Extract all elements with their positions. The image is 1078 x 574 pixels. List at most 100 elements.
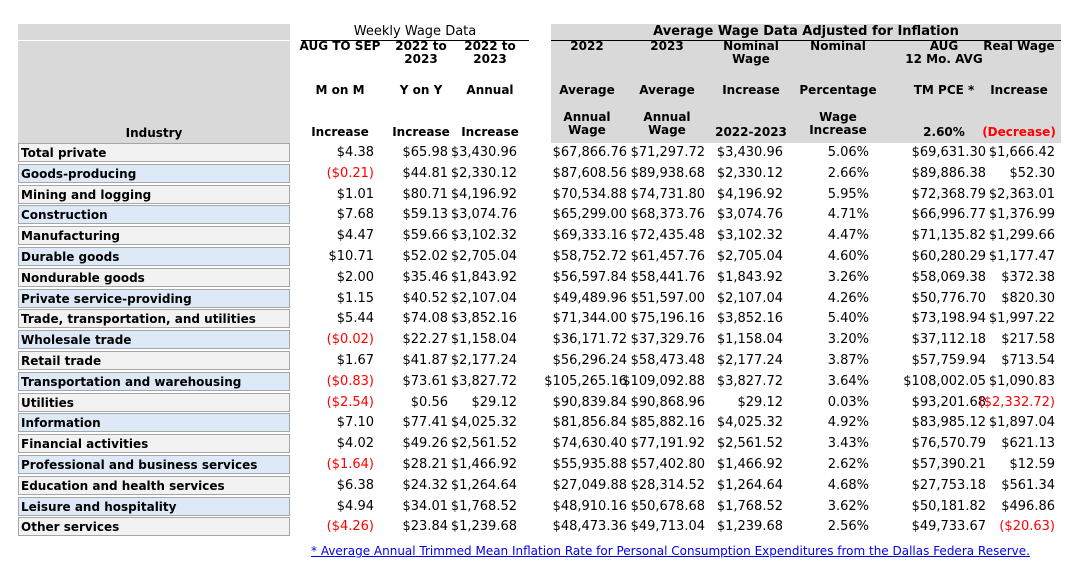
cell-real: $713.54 bbox=[1001, 353, 1055, 368]
column-header-npct-line3: Wage bbox=[819, 110, 857, 124]
industry-row-label: Information bbox=[18, 413, 290, 432]
cell-mom: $1.01 bbox=[336, 187, 374, 202]
cell-yoy: $65.98 bbox=[402, 145, 449, 160]
industry-column-header: Industry bbox=[125, 126, 183, 140]
column-header-ann-line1: 2023 bbox=[473, 52, 507, 66]
cell-npct: 3.26% bbox=[827, 270, 869, 285]
avg-wage-group-title: Average Wage Data Adjusted for Inflation bbox=[551, 24, 1061, 40]
cell-npct: 3.87% bbox=[827, 353, 869, 368]
cell-ann: $1,843.92 bbox=[450, 270, 517, 285]
cell-pce: $27,753.18 bbox=[911, 478, 986, 493]
cell-a23: $109,092.88 bbox=[622, 374, 705, 389]
cell-mom: $1.15 bbox=[336, 291, 374, 306]
cell-ann: $3,852.16 bbox=[450, 311, 517, 326]
cell-mom: ($0.83) bbox=[326, 374, 374, 389]
cell-pce: $71,135.82 bbox=[911, 228, 986, 243]
cell-pce: $69,631.30 bbox=[911, 145, 986, 160]
cell-pce: $73,198.94 bbox=[911, 311, 986, 326]
cell-pce: $57,759.94 bbox=[911, 353, 986, 368]
cell-nwi: $1,768.52 bbox=[716, 499, 783, 514]
column-header-yoy-line2: Y on Y bbox=[399, 83, 443, 97]
cell-nwi: $3,827.72 bbox=[716, 374, 783, 389]
cell-pce: $57,390.21 bbox=[911, 457, 986, 472]
cell-a22: $55,935.88 bbox=[552, 457, 627, 472]
cell-yoy: $59.66 bbox=[402, 228, 449, 243]
cell-real: $1,997.22 bbox=[988, 311, 1055, 326]
cell-pce: $76,570.79 bbox=[911, 436, 986, 451]
cell-a22: $74,630.40 bbox=[552, 436, 627, 451]
cell-ann: $1,158.04 bbox=[450, 332, 517, 347]
column-header-npct-line0: Nominal bbox=[810, 39, 866, 53]
column-header-pce-line0: AUG bbox=[929, 39, 959, 53]
cell-a23: $77,191.92 bbox=[630, 436, 705, 451]
cell-pce: $89,886.38 bbox=[911, 166, 986, 181]
cell-mom: $5.44 bbox=[336, 311, 374, 326]
column-header-pce-line5: 2.60% bbox=[923, 125, 965, 139]
cell-a23: $50,678.68 bbox=[630, 499, 705, 514]
cell-nwi: $1,158.04 bbox=[716, 332, 783, 347]
cell-yoy: $24.32 bbox=[402, 478, 449, 493]
cell-real: $1,299.66 bbox=[988, 228, 1055, 243]
cell-real: $496.86 bbox=[1001, 499, 1055, 514]
cell-pce: $60,280.29 bbox=[911, 249, 986, 264]
cell-ann: $2,561.52 bbox=[450, 436, 517, 451]
cell-mom: ($2.54) bbox=[326, 395, 374, 410]
industry-row-label: Professional and business services bbox=[18, 455, 290, 474]
industry-row-label: Retail trade bbox=[18, 351, 290, 370]
cell-nwi: $2,561.52 bbox=[716, 436, 783, 451]
cell-npct: 4.26% bbox=[827, 291, 869, 306]
cell-mom: $4.47 bbox=[336, 228, 374, 243]
cell-ann: $1,264.64 bbox=[450, 478, 517, 493]
cell-npct: 4.92% bbox=[827, 415, 869, 430]
cell-real: $217.58 bbox=[1001, 332, 1055, 347]
column-header-ann-line2: Annual bbox=[466, 83, 514, 97]
column-header-npct-line4: Increase bbox=[809, 123, 867, 137]
cell-a23: $72,435.48 bbox=[630, 228, 705, 243]
column-header-ann-line5: Increase bbox=[461, 125, 519, 139]
cell-a23: $51,597.00 bbox=[630, 291, 705, 306]
cell-nwi: $1,466.92 bbox=[716, 457, 783, 472]
column-header-a22-line0: 2022 bbox=[570, 39, 604, 53]
weekly-wage-group-title: Weekly Wage Data bbox=[301, 24, 529, 40]
cell-npct: 5.95% bbox=[827, 187, 869, 202]
cell-real: $52.30 bbox=[1009, 166, 1056, 181]
industry-row-label: Leisure and hospitality bbox=[18, 497, 290, 516]
cell-yoy: $34.01 bbox=[402, 499, 449, 514]
cell-a23: $71,297.72 bbox=[630, 145, 705, 160]
cell-npct: 3.20% bbox=[827, 332, 869, 347]
cell-a23: $89,938.68 bbox=[630, 166, 705, 181]
cell-real: $1,376.99 bbox=[988, 207, 1055, 222]
cell-a22: $81,856.84 bbox=[552, 415, 627, 430]
cell-nwi: $3,102.32 bbox=[716, 228, 783, 243]
column-header-a23-line0: 2023 bbox=[650, 39, 684, 53]
cell-ann: $4,196.92 bbox=[450, 187, 517, 202]
cell-nwi: $3,852.16 bbox=[716, 311, 783, 326]
cell-real: $1,666.42 bbox=[988, 145, 1055, 160]
cell-npct: 4.68% bbox=[827, 478, 869, 493]
cell-ann: $4,025.32 bbox=[450, 415, 517, 430]
cell-nwi: $4,025.32 bbox=[716, 415, 783, 430]
cell-npct: 0.03% bbox=[827, 395, 869, 410]
cell-yoy: $74.08 bbox=[402, 311, 449, 326]
cell-a22: $90,839.84 bbox=[552, 395, 627, 410]
cell-mom: $4.02 bbox=[336, 436, 374, 451]
cell-ann: $2,330.12 bbox=[450, 166, 517, 181]
industry-row-label: Other services bbox=[18, 517, 290, 536]
industry-row-label: Construction bbox=[18, 205, 290, 224]
industry-header-cell: Industry bbox=[18, 41, 290, 143]
cell-a23: $75,196.16 bbox=[630, 311, 705, 326]
cell-a22: $36,171.72 bbox=[552, 332, 627, 347]
cell-pce: $66,996.77 bbox=[911, 207, 986, 222]
cell-a22: $105,265.16 bbox=[544, 374, 627, 389]
cell-mom: $7.10 bbox=[336, 415, 374, 430]
column-header-nwi-line0: Nominal bbox=[723, 39, 779, 53]
cell-a23: $57,402.80 bbox=[630, 457, 705, 472]
column-header-pce-line2: TM PCE * bbox=[913, 83, 975, 97]
cell-pce: $50,776.70 bbox=[911, 291, 986, 306]
cell-yoy: $28.21 bbox=[402, 457, 449, 472]
column-header-a22-line3: Annual bbox=[563, 110, 611, 124]
cell-npct: 2.66% bbox=[827, 166, 869, 181]
cell-ann: $3,827.72 bbox=[450, 374, 517, 389]
footnote-link[interactable]: * Average Annual Trimmed Mean Inflation … bbox=[311, 544, 1030, 558]
cell-nwi: $1,843.92 bbox=[716, 270, 783, 285]
